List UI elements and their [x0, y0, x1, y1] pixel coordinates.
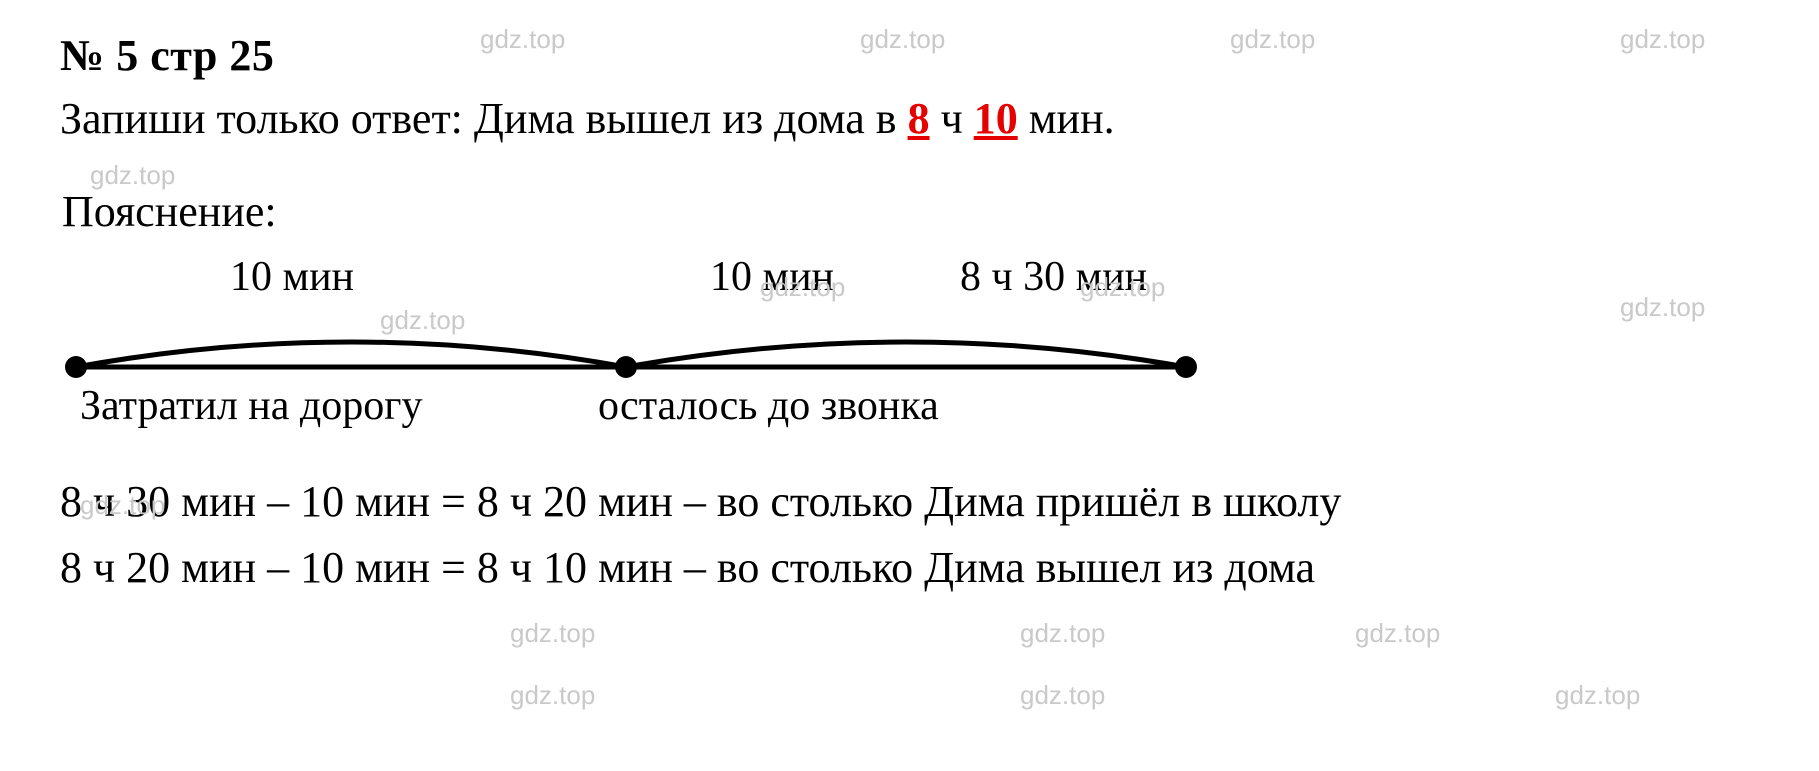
calc-line-1: 8 ч 30 мин – 10 мин = 8 ч 20 мин – во ст…: [60, 469, 1759, 534]
timeline-diagram: 10 мин 10 мин 8 ч 30 мин Затратил на дор…: [60, 247, 1759, 467]
answer-minutes-suffix: мин.: [1018, 94, 1115, 143]
problem-title: № 5 стр 25: [60, 30, 1759, 81]
answer-minutes: 10: [974, 94, 1018, 143]
segment2-bottom-label: осталось до звонка: [598, 382, 939, 430]
answer-hours-suffix: ч: [930, 94, 974, 143]
answer-line: Запиши только ответ: Дима вышел из дома …: [60, 89, 1759, 148]
calc-line-2: 8 ч 20 мин – 10 мин = 8 ч 10 мин – во ст…: [60, 535, 1759, 600]
explanation-label: Пояснение:: [62, 186, 1759, 237]
calculation-block: 8 ч 30 мин – 10 мин = 8 ч 20 мин – во ст…: [60, 469, 1759, 599]
page-root: № 5 стр 25 Запиши только ответ: Дима выш…: [0, 0, 1819, 771]
segment1-bottom-label: Затратил на дорогу: [80, 382, 423, 430]
answer-hours: 8: [908, 94, 930, 143]
answer-prefix: Запиши только ответ: Дима вышел из дома …: [60, 94, 908, 143]
